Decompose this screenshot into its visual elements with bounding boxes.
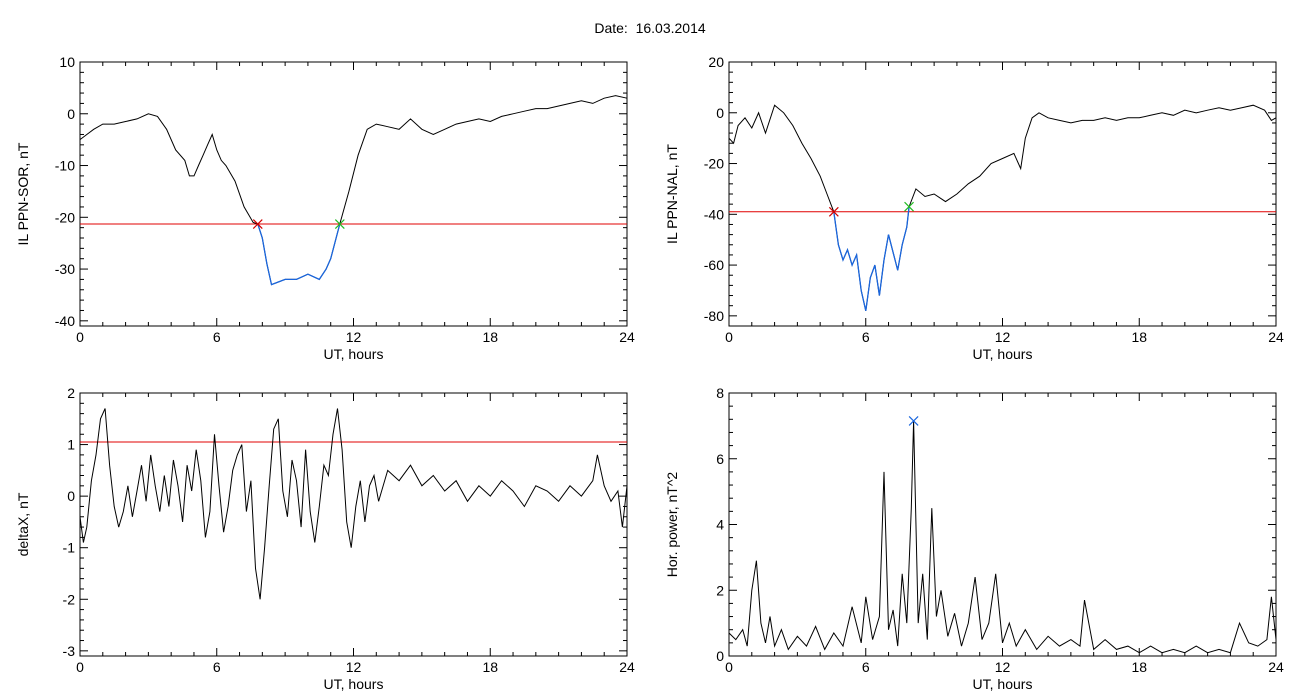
y-tick-label: 0 xyxy=(716,105,724,121)
x-axis-label: UT, hours xyxy=(973,676,1033,692)
y-tick-label: 4 xyxy=(716,517,724,533)
y-tick-label: -1 xyxy=(63,540,76,556)
series-line xyxy=(728,104,1277,311)
y-tick-label: 6 xyxy=(716,451,724,467)
x-tick-label: 24 xyxy=(1268,659,1284,675)
x-tick-label: 24 xyxy=(1268,329,1284,345)
plot-frame xyxy=(728,392,1277,657)
y-tick-label: -30 xyxy=(55,261,75,277)
y-axis-label: IL PPN-NAL, nT xyxy=(664,144,680,244)
x-tick-label: 6 xyxy=(862,659,870,675)
x-tick-label: 18 xyxy=(482,329,498,345)
highlight-segment xyxy=(257,223,341,286)
chart-il-ppn-nal: 0 6 12 18 24 -80 -60 -40 -20 0 20 UT, hours IL PPN-N… xyxy=(664,54,1284,362)
y-tick-label: 0 xyxy=(67,488,75,504)
y-tick-label: -10 xyxy=(55,158,75,174)
offset-marker xyxy=(334,219,345,229)
y-tick-label: 1 xyxy=(67,437,75,453)
y-tick-label: -20 xyxy=(55,209,75,225)
chart-il-ppn-sor: 0 6 12 18 24 -40 -30 -20 -10 0 10 UT, hours IL PPN-S… xyxy=(15,54,635,362)
offset-marker xyxy=(904,201,914,212)
x-tick-label: 12 xyxy=(346,659,362,675)
x-tick-label: 0 xyxy=(76,329,84,345)
x-tick-label: 24 xyxy=(619,329,635,345)
x-tick-label: 18 xyxy=(482,659,498,675)
y-tick-label: 2 xyxy=(716,582,724,598)
y-tick-label: 20 xyxy=(708,54,724,70)
x-tick-label: 0 xyxy=(725,329,733,345)
x-axis-label: UT, hours xyxy=(324,346,384,362)
y-tick-label: -3 xyxy=(63,643,76,659)
x-tick-label: 6 xyxy=(862,329,870,345)
y-tick-label: -80 xyxy=(704,308,724,324)
y-tick-label: 8 xyxy=(716,385,724,401)
y-tick-label: -20 xyxy=(704,156,724,172)
highlight-segment xyxy=(833,206,910,311)
x-tick-label: 18 xyxy=(1131,659,1147,675)
series-line xyxy=(79,95,628,286)
onset-marker xyxy=(828,206,839,217)
x-tick-label: 6 xyxy=(213,329,221,345)
date-title: Date: 16.03.2014 xyxy=(594,20,706,36)
y-axis-label: IL PPN-SOR, nT xyxy=(15,142,31,245)
x-tick-label: 0 xyxy=(76,659,84,675)
y-tick-label: -60 xyxy=(704,257,724,273)
x-tick-label: 24 xyxy=(619,659,635,675)
x-tick-label: 12 xyxy=(995,329,1011,345)
y-tick-label: 0 xyxy=(67,106,75,122)
y-tick-label: -40 xyxy=(704,206,724,222)
plot-frame xyxy=(728,61,1277,327)
y-tick-label: -40 xyxy=(55,313,75,329)
y-tick-label: 2 xyxy=(67,385,75,401)
y-tick-label: -2 xyxy=(63,591,76,607)
series-line xyxy=(79,408,628,600)
y-tick-label: 0 xyxy=(716,648,724,664)
x-tick-label: 12 xyxy=(346,329,362,345)
x-tick-label: 12 xyxy=(995,659,1011,675)
plot-frame xyxy=(79,61,628,327)
x-tick-label: 18 xyxy=(1131,329,1147,345)
x-axis-label: UT, hours xyxy=(973,346,1033,362)
y-axis-label: Hor. power, nT^2 xyxy=(664,472,680,578)
x-axis-label: UT, hours xyxy=(324,676,384,692)
y-axis-label: deltaX, nT xyxy=(15,492,31,556)
peak-marker xyxy=(908,416,919,426)
y-tick-label: 10 xyxy=(59,54,75,70)
x-tick-label: 6 xyxy=(213,659,221,675)
onset-marker xyxy=(252,219,263,229)
series-line xyxy=(728,420,1277,654)
x-tick-label: 0 xyxy=(725,659,733,675)
